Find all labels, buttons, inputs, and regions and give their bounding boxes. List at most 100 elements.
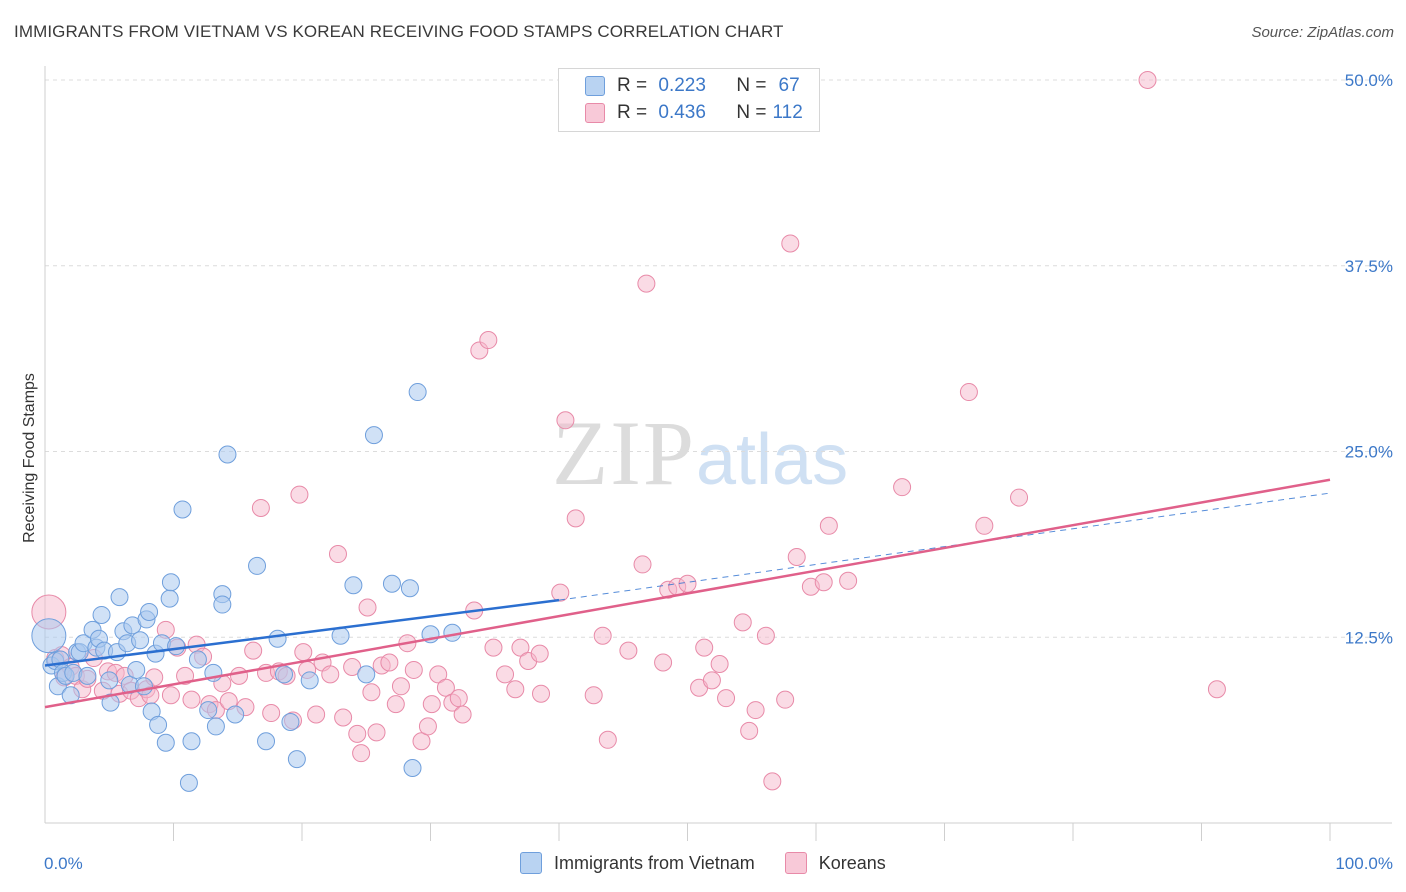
korean-point bbox=[307, 705, 326, 724]
legend-r-value: 0.223 bbox=[658, 75, 706, 96]
vietnam-point bbox=[100, 671, 119, 690]
korean-point bbox=[598, 730, 617, 749]
korean-point bbox=[506, 680, 525, 699]
korean-point bbox=[251, 498, 270, 517]
series-label-vietnam: Immigrants from Vietnam bbox=[554, 852, 755, 873]
korean-point bbox=[566, 509, 585, 528]
koreans-trend-line bbox=[44, 478, 1331, 709]
korean-point bbox=[530, 644, 549, 663]
korean-point bbox=[479, 331, 498, 350]
korean-point bbox=[1010, 488, 1029, 507]
series-swatch-vietnam bbox=[520, 852, 542, 874]
vietnam-point bbox=[179, 773, 198, 792]
y-tick-label: 25.0% bbox=[1345, 443, 1393, 462]
vietnam-point bbox=[167, 637, 186, 656]
legend-swatch-vietnam bbox=[585, 76, 605, 96]
vietnam-point bbox=[257, 732, 276, 751]
korean-point bbox=[584, 686, 603, 705]
korean-point bbox=[746, 701, 765, 720]
korean-point bbox=[619, 641, 638, 660]
korean-point bbox=[436, 678, 455, 697]
korean-point bbox=[756, 626, 775, 645]
trend-lines bbox=[44, 478, 1331, 709]
y-axis-title: Receiving Food Stamps bbox=[21, 373, 38, 543]
koreans-points bbox=[31, 71, 1226, 791]
korean-point bbox=[348, 724, 367, 743]
korean-point bbox=[496, 665, 515, 684]
vietnam-point bbox=[101, 693, 120, 712]
korean-point bbox=[740, 721, 759, 740]
vietnam-point bbox=[248, 556, 267, 575]
korean-point bbox=[294, 643, 313, 662]
korean-point bbox=[959, 383, 978, 402]
vietnam-point bbox=[268, 629, 287, 648]
legend-n-value: 67 bbox=[778, 75, 800, 96]
vietnam-point bbox=[127, 660, 146, 679]
legend-swatch-koreans bbox=[585, 103, 605, 123]
korean-point bbox=[352, 744, 371, 763]
korean-point bbox=[380, 653, 399, 672]
korean-point bbox=[593, 626, 612, 645]
korean-point bbox=[484, 638, 503, 657]
series-swatch-koreans bbox=[784, 852, 807, 874]
vietnam-point bbox=[110, 588, 129, 607]
korean-point bbox=[391, 677, 410, 696]
legend-n-label: N = bbox=[736, 102, 767, 123]
vietnam-point bbox=[78, 666, 97, 685]
korean-point bbox=[781, 234, 800, 253]
axis-labels: 12.5% 25.0% 37.5% 50.0% 0.0% 100.0% Receiving … bbox=[21, 71, 1393, 873]
korean-point bbox=[975, 516, 994, 535]
korean-point bbox=[429, 665, 448, 684]
korean-point bbox=[404, 660, 423, 679]
watermark-zip: ZIP bbox=[552, 402, 696, 504]
axes bbox=[44, 66, 1392, 841]
vietnam-point bbox=[300, 671, 319, 690]
korean-point bbox=[532, 684, 551, 703]
vietnam-point bbox=[199, 701, 218, 720]
korean-point bbox=[418, 717, 437, 736]
vietnam-point bbox=[206, 717, 225, 736]
vietnam-point bbox=[357, 665, 376, 684]
series-legend: Immigrants from Vietnam Koreans bbox=[520, 852, 886, 874]
vietnam-point bbox=[31, 618, 67, 654]
legend-r-value: 0.436 bbox=[658, 102, 706, 123]
korean-point bbox=[244, 641, 263, 660]
korean-point bbox=[1207, 680, 1226, 699]
legend-row-vietnam: R = 0.223 N = 67 bbox=[585, 73, 800, 99]
korean-point bbox=[776, 690, 795, 709]
korean-point bbox=[182, 690, 201, 709]
vietnam-point bbox=[403, 759, 422, 778]
korean-point bbox=[819, 516, 838, 535]
vietnam-point bbox=[149, 715, 168, 734]
korean-point bbox=[422, 695, 441, 714]
korean-point bbox=[733, 613, 752, 632]
series-label-koreans: Koreans bbox=[818, 852, 886, 873]
korean-point bbox=[695, 638, 714, 657]
vietnam-point bbox=[134, 677, 153, 696]
y-tick-label: 37.5% bbox=[1345, 257, 1393, 276]
vietnam-point bbox=[213, 595, 232, 614]
correlation-legend: R = 0.223 N = 67 R = 0.436 N = 112 bbox=[558, 68, 820, 132]
vietnam-trend-extension bbox=[558, 492, 1331, 601]
vietnam-point bbox=[364, 426, 383, 445]
korean-point bbox=[717, 689, 736, 708]
korean-point bbox=[412, 732, 431, 751]
vietnam-point bbox=[408, 383, 427, 402]
vietnam-point bbox=[281, 712, 300, 731]
korean-point bbox=[839, 571, 858, 590]
legend-r-label: R = bbox=[617, 102, 648, 123]
korean-point bbox=[449, 689, 468, 708]
vietnam-point bbox=[182, 732, 201, 751]
vietnam-point bbox=[287, 750, 306, 769]
legend-n-value: 112 bbox=[772, 102, 803, 123]
vietnam-point bbox=[140, 602, 159, 621]
watermark-atlas: atlas bbox=[696, 420, 849, 500]
grid-lines bbox=[45, 79, 1392, 638]
vietnam-point bbox=[92, 605, 111, 624]
korean-point bbox=[161, 686, 180, 705]
korean-point bbox=[787, 548, 806, 567]
korean-point bbox=[814, 573, 833, 592]
vietnam-point bbox=[161, 573, 180, 592]
x-tick-label: 100.0% bbox=[1335, 854, 1393, 873]
